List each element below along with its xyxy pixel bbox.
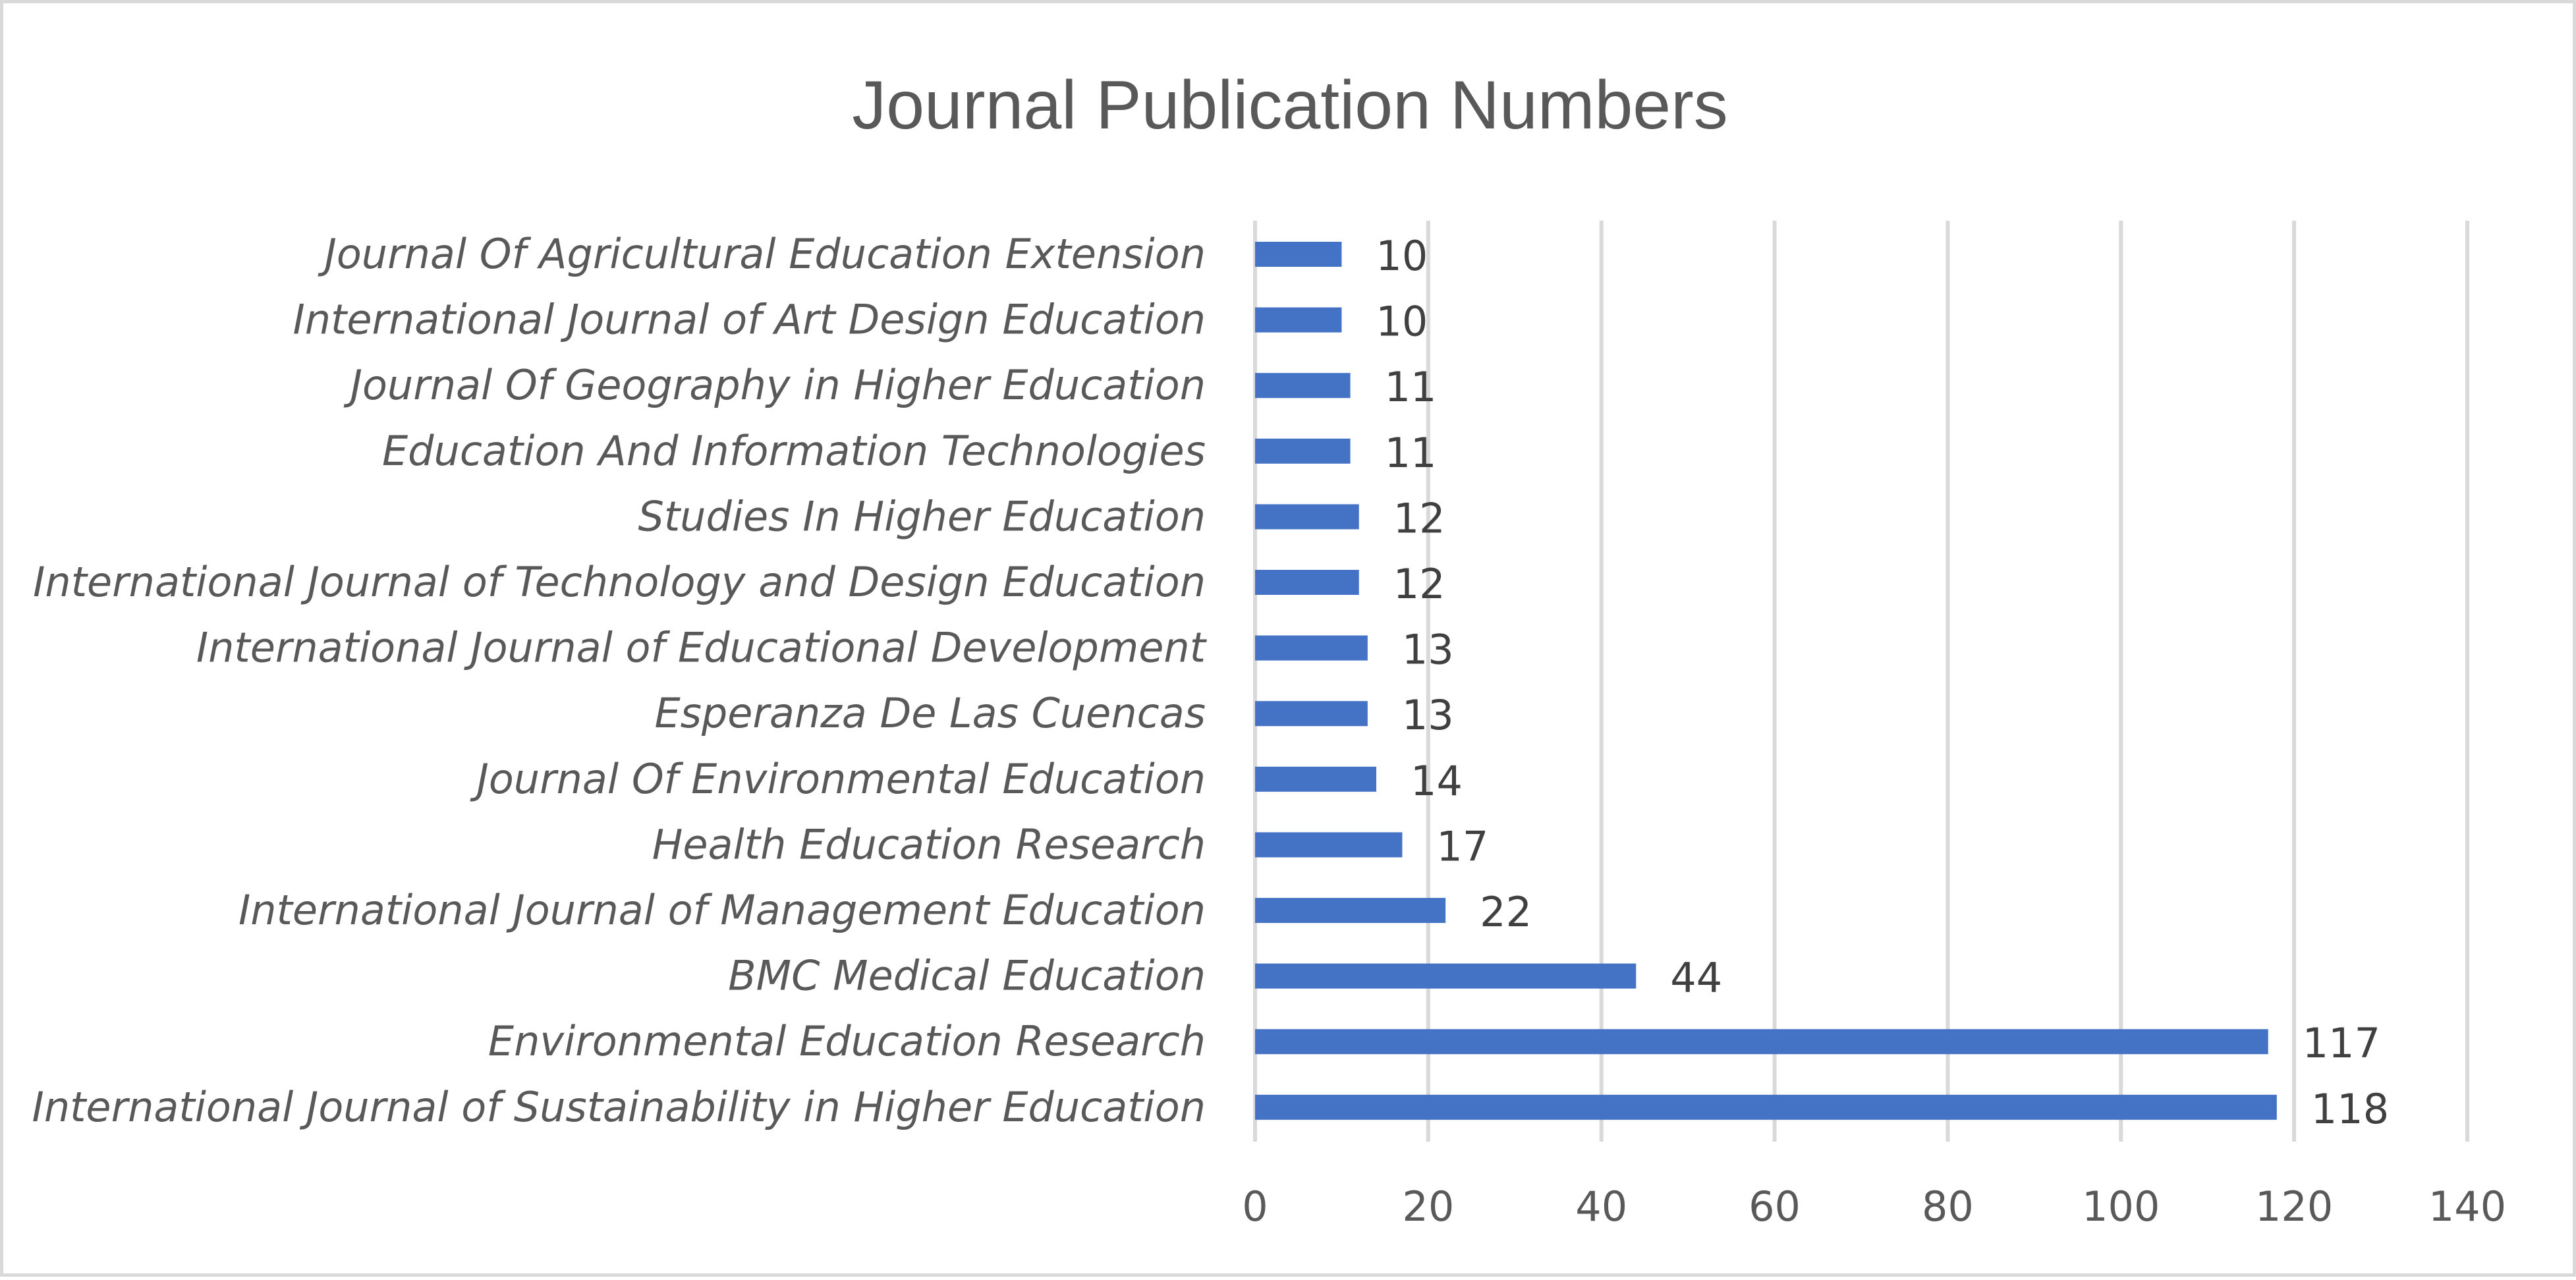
bar xyxy=(1255,373,1351,399)
x-tick-label: 0 xyxy=(1242,1183,1268,1231)
data-label: 12 xyxy=(1393,494,1445,542)
bar xyxy=(1255,1029,2268,1055)
category-label: Esperanza De Las Cuencas xyxy=(654,689,1206,737)
bar xyxy=(1255,701,1368,727)
bar xyxy=(1255,635,1368,661)
gridlines xyxy=(1253,221,2469,1142)
category-label: Studies In Higher Education xyxy=(638,492,1206,540)
bar xyxy=(1255,898,1446,923)
bars xyxy=(1255,242,2277,1120)
data-label: 11 xyxy=(1385,363,1437,411)
category-label: International Journal of Technology and … xyxy=(33,558,1206,606)
bar xyxy=(1255,832,1403,858)
data-labels: 10 10 11 11 12 12 13 13 14 17 22 44 117 118 xyxy=(1376,232,2389,1133)
bar xyxy=(1255,570,1359,595)
data-label: 11 xyxy=(1385,429,1437,477)
data-label: 10 xyxy=(1376,232,1428,280)
data-label: 22 xyxy=(1480,888,1532,936)
data-label: 44 xyxy=(1670,954,1722,1002)
category-label: BMC Medical Education xyxy=(728,952,1206,1000)
x-tick-label: 120 xyxy=(2255,1183,2333,1231)
category-label: International Journal of Educational Dev… xyxy=(196,624,1208,672)
category-labels: Journal Of Agricultural Education Extens… xyxy=(32,230,1208,1131)
data-label: 117 xyxy=(2303,1019,2380,1067)
category-label: International Journal of Management Educ… xyxy=(238,886,1206,934)
bar xyxy=(1255,307,1342,333)
x-tick-label: 40 xyxy=(1575,1183,1627,1231)
category-label: Journal Of Geography in Higher Education xyxy=(343,361,1206,409)
category-label: International Journal of Sustainability … xyxy=(32,1083,1206,1131)
chart-title: Journal Publication Numbers xyxy=(852,67,1728,144)
data-label: 118 xyxy=(2311,1085,2389,1133)
category-label: Environmental Education Research xyxy=(488,1017,1206,1065)
x-tick-label: 140 xyxy=(2428,1183,2506,1231)
bar xyxy=(1255,504,1359,530)
data-label: 14 xyxy=(1411,757,1463,805)
bar xyxy=(1255,1094,2277,1120)
bar xyxy=(1255,766,1376,792)
data-label: 13 xyxy=(1402,691,1454,739)
x-tick-label: 60 xyxy=(1749,1183,1801,1231)
x-axis-ticks: 0 20 40 60 80 100 120 140 xyxy=(1242,1183,2506,1231)
x-tick-label: 100 xyxy=(2082,1183,2160,1231)
x-tick-label: 80 xyxy=(1922,1183,1974,1231)
data-label: 13 xyxy=(1402,626,1454,674)
data-label: 12 xyxy=(1393,560,1445,608)
data-label: 10 xyxy=(1376,298,1428,346)
bar-chart: Journal Publication Numbers Journal Of A… xyxy=(32,67,2507,1231)
category-label: International Journal of Art Design Educ… xyxy=(293,296,1206,344)
bar xyxy=(1255,242,1342,267)
bar xyxy=(1255,438,1351,464)
x-tick-label: 20 xyxy=(1402,1183,1454,1231)
category-label: Health Education Research xyxy=(652,820,1206,868)
bar xyxy=(1255,963,1637,989)
category-label: Journal Of Environmental Education xyxy=(470,755,1206,803)
category-label: Education And Information Technologies xyxy=(382,427,1206,475)
category-label: Journal Of Agricultural Education Extens… xyxy=(318,230,1206,278)
data-label: 17 xyxy=(1436,822,1488,870)
